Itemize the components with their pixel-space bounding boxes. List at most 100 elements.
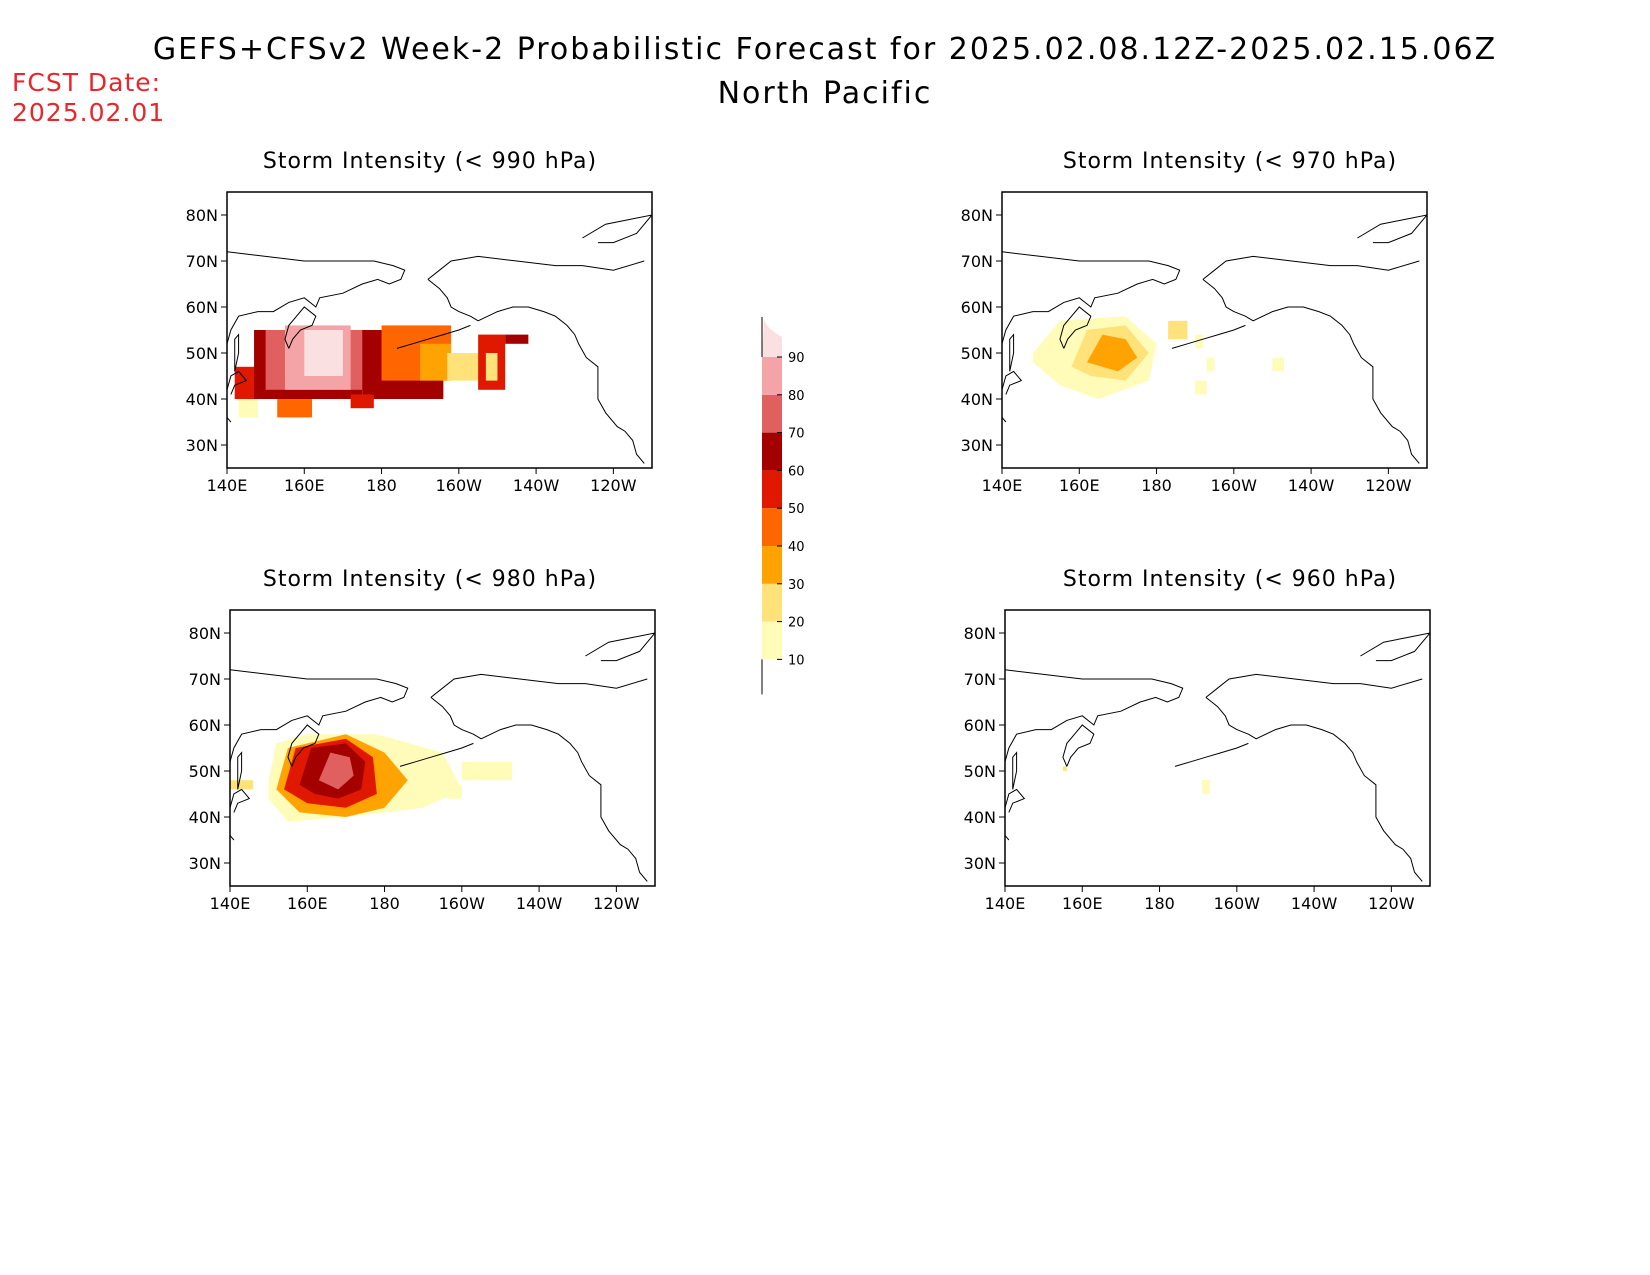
prob-area bbox=[1087, 334, 1138, 372]
prob-area bbox=[1272, 357, 1285, 372]
prob-area bbox=[304, 330, 343, 376]
coastline bbox=[585, 632, 655, 662]
lon-tick-label: 140E bbox=[985, 894, 1026, 913]
lat-tick-label: 30N bbox=[186, 436, 218, 455]
lon-tick-label: 160W bbox=[1211, 476, 1258, 495]
prob-area bbox=[447, 353, 479, 381]
lat-tick-label: 80N bbox=[189, 624, 221, 643]
lon-tick-label: 160E bbox=[284, 476, 325, 495]
lat-tick-label: 30N bbox=[189, 854, 221, 873]
map-frame bbox=[1001, 191, 1428, 469]
coastline bbox=[230, 669, 409, 762]
lon-tick-label: 180 bbox=[369, 894, 400, 913]
lat-tick-label: 60N bbox=[189, 716, 221, 735]
lat-tick-label: 50N bbox=[961, 344, 993, 363]
prob-area bbox=[446, 784, 462, 799]
coastline bbox=[1205, 673, 1423, 698]
figure-subtitle: North Pacific bbox=[717, 76, 933, 111]
prob-area bbox=[505, 334, 529, 344]
coastline bbox=[1002, 251, 1181, 344]
panel-title: Storm Intensity (< 990 hPa) bbox=[263, 149, 597, 174]
lat-tick-label: 50N bbox=[186, 344, 218, 363]
coastline bbox=[1202, 255, 1420, 280]
lat-tick-label: 70N bbox=[186, 252, 218, 271]
prob-area bbox=[1206, 357, 1215, 372]
colorbar-label: 50 bbox=[788, 502, 805, 517]
prob-area bbox=[1195, 334, 1203, 349]
coastline bbox=[396, 324, 471, 349]
colorbar-label: 90 bbox=[788, 351, 805, 366]
map-frame bbox=[226, 191, 653, 469]
lon-tick-label: 120W bbox=[590, 476, 637, 495]
colorbar-swatch bbox=[762, 508, 782, 546]
panel-960-hpa: Storm Intensity (< 960 hPa) 140E 160E 180 1… bbox=[964, 567, 1431, 913]
coastline bbox=[1062, 724, 1095, 767]
colorbar-swatch bbox=[762, 470, 782, 509]
coastline bbox=[1059, 306, 1092, 349]
prob-area bbox=[1168, 320, 1188, 340]
coastline bbox=[284, 306, 317, 349]
lon-tick-label: 120W bbox=[1365, 476, 1412, 495]
fcst-date-value: 2025.02.01 bbox=[12, 98, 166, 127]
lat-tick-label: 30N bbox=[964, 854, 996, 873]
lon-tick-label: 140E bbox=[982, 476, 1023, 495]
colorbar-swatch bbox=[762, 394, 782, 433]
lat-tick-label: 60N bbox=[961, 298, 993, 317]
lon-tick-label: 140W bbox=[1288, 476, 1335, 495]
lon-tick-label: 160E bbox=[287, 894, 328, 913]
coastline bbox=[430, 673, 648, 698]
lon-tick-label: 160W bbox=[1214, 894, 1261, 913]
coastline bbox=[1360, 632, 1430, 662]
lat-tick-label: 50N bbox=[964, 762, 996, 781]
coastline bbox=[1202, 279, 1420, 464]
lon-tick-label: 140E bbox=[210, 894, 251, 913]
lat-tick-label: 60N bbox=[964, 716, 996, 735]
coastline bbox=[1174, 742, 1249, 767]
prob-area bbox=[318, 752, 354, 790]
lon-tick-label: 140E bbox=[207, 476, 248, 495]
coastline bbox=[230, 788, 251, 841]
colorbar-label: 70 bbox=[788, 427, 805, 442]
colorbar: 10 20 30 40 50 60 70 80 90 bbox=[761, 317, 805, 695]
coastline bbox=[1002, 370, 1023, 423]
prob-area bbox=[277, 399, 312, 418]
coastline bbox=[582, 214, 652, 244]
lon-tick-label: 180 bbox=[1144, 894, 1175, 913]
coastline bbox=[1009, 333, 1015, 372]
lat-tick-label: 40N bbox=[961, 390, 993, 409]
coastline bbox=[427, 279, 645, 464]
prob-area bbox=[1195, 380, 1207, 395]
colorbar-label: 40 bbox=[788, 540, 805, 555]
fcst-date-label: FCST Date: bbox=[12, 68, 162, 97]
lon-tick-label: 160E bbox=[1059, 476, 1100, 495]
figure-title: GEFS+CFSv2 Week-2 Probabilistic Forecast… bbox=[152, 32, 1498, 67]
coastline bbox=[234, 333, 240, 372]
lon-tick-label: 160E bbox=[1062, 894, 1103, 913]
colorbar-label: 60 bbox=[788, 464, 805, 479]
panel-970-hpa: Storm Intensity (< 970 hPa) 140E 160E 180 1… bbox=[961, 149, 1428, 495]
coastline bbox=[430, 697, 648, 882]
colorbar-label: 20 bbox=[788, 616, 805, 631]
coastline bbox=[227, 251, 406, 344]
lon-tick-label: 120W bbox=[593, 894, 640, 913]
prob-area bbox=[485, 353, 498, 381]
lat-tick-label: 80N bbox=[964, 624, 996, 643]
lat-tick-label: 70N bbox=[964, 670, 996, 689]
lon-tick-label: 180 bbox=[366, 476, 397, 495]
coastline bbox=[399, 742, 474, 767]
panel-title: Storm Intensity (< 980 hPa) bbox=[263, 567, 597, 592]
panel-title: Storm Intensity (< 970 hPa) bbox=[1063, 149, 1397, 174]
coastline bbox=[1205, 697, 1423, 882]
prob-area bbox=[230, 780, 254, 790]
prob-area bbox=[238, 399, 258, 418]
coastline bbox=[1171, 324, 1246, 349]
lon-tick-label: 140W bbox=[513, 476, 560, 495]
lon-tick-label: 180 bbox=[1141, 476, 1172, 495]
prob-area bbox=[1202, 780, 1210, 794]
colorbar-swatch bbox=[762, 432, 782, 471]
lon-tick-label: 120W bbox=[1368, 894, 1415, 913]
coastline bbox=[1005, 669, 1184, 762]
coastline bbox=[1012, 751, 1018, 790]
panel-980-hpa: Storm Intensity (< 980 hPa) 140E 160E 180 1… bbox=[189, 567, 656, 913]
colorbar-swatch bbox=[762, 621, 782, 660]
